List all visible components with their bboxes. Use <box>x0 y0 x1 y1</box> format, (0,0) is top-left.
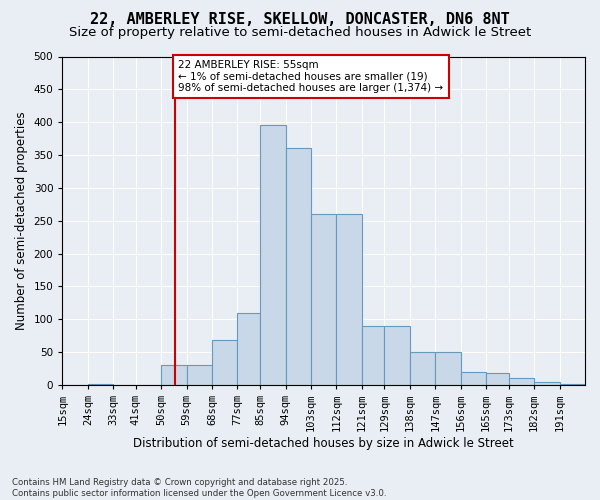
Bar <box>337 214 362 385</box>
Bar <box>534 382 560 385</box>
Text: Contains HM Land Registry data © Crown copyright and database right 2025.
Contai: Contains HM Land Registry data © Crown c… <box>12 478 386 498</box>
Text: 22 AMBERLEY RISE: 55sqm
← 1% of semi-detached houses are smaller (19)
98% of sem: 22 AMBERLEY RISE: 55sqm ← 1% of semi-det… <box>178 60 443 93</box>
Bar <box>461 372 486 385</box>
Bar <box>385 326 410 385</box>
Bar <box>187 365 212 385</box>
Text: 22, AMBERLEY RISE, SKELLOW, DONCASTER, DN6 8NT: 22, AMBERLEY RISE, SKELLOW, DONCASTER, D… <box>90 12 510 28</box>
Bar <box>560 384 585 385</box>
Bar <box>486 373 509 385</box>
Bar <box>435 352 461 385</box>
Bar <box>286 148 311 385</box>
Bar <box>88 384 113 385</box>
Bar <box>509 378 534 385</box>
Text: Size of property relative to semi-detached houses in Adwick le Street: Size of property relative to semi-detach… <box>69 26 531 39</box>
Y-axis label: Number of semi-detached properties: Number of semi-detached properties <box>15 112 28 330</box>
Bar <box>311 214 337 385</box>
X-axis label: Distribution of semi-detached houses by size in Adwick le Street: Distribution of semi-detached houses by … <box>133 437 514 450</box>
Bar <box>410 352 435 385</box>
Bar <box>161 365 187 385</box>
Bar <box>212 340 238 385</box>
Bar <box>238 312 260 385</box>
Bar <box>260 126 286 385</box>
Bar <box>362 326 385 385</box>
